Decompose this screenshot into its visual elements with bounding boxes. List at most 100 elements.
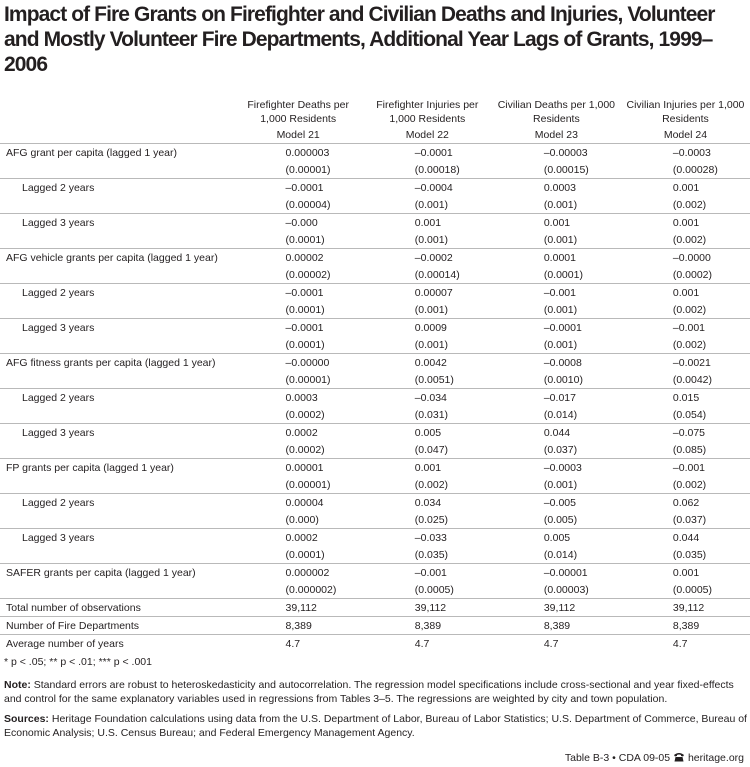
note-label: Note:	[4, 679, 31, 691]
sources-text: Heritage Foundation calculations using d…	[4, 713, 747, 739]
standard-error: (0.085)	[672, 443, 707, 456]
summary-row: Total number of observations 39,112 39,112…	[0, 598, 750, 617]
coefficient: –0.034	[362, 388, 492, 406]
coefficient: 0.005	[362, 423, 492, 441]
se-row: (0.00001) (0.0051) (0.0010) (0.0042)	[0, 371, 750, 389]
row-label-blank	[0, 266, 234, 284]
coefficient: 0.005	[491, 528, 621, 546]
coefficient: 0.0003	[491, 178, 621, 196]
row-label-blank	[0, 406, 234, 424]
row-label: Lagged 2 years	[0, 178, 234, 196]
coef-row: Lagged 3 years –0.0001 0.0009 –0.0001 –0.001	[0, 318, 750, 336]
coefficient: 0.001	[362, 458, 492, 476]
se-row: (0.0002) (0.047) (0.037) (0.085)	[0, 441, 750, 459]
coef-row: Lagged 2 years –0.0001 0.00007 –0.001 0.001	[0, 283, 750, 301]
coefficient: –0.00001	[491, 563, 621, 581]
model-header: Model 22	[362, 126, 492, 144]
standard-error: (0.0001)	[285, 338, 325, 351]
row-label: Total number of observations	[0, 598, 234, 617]
standard-error: (0.0005)	[672, 583, 713, 596]
standard-error: (0.025)	[414, 513, 449, 526]
header-row: Firefighter Deaths per 1,000 Residents Fi…	[0, 96, 750, 126]
standard-error: (0.031)	[414, 408, 449, 421]
footer: Table B-3 • CDA 09-05 heritage.org	[565, 752, 744, 764]
standard-error: (0.014)	[543, 548, 578, 561]
coefficient: –0.005	[491, 493, 621, 511]
coefficient: –0.0008	[491, 353, 621, 371]
row-label-blank	[0, 231, 234, 249]
standard-error: (0.0001)	[285, 548, 325, 561]
coefficient: 0.00007	[362, 283, 492, 301]
summary-value: 8,389	[491, 616, 621, 635]
standard-error: (0.001)	[543, 198, 578, 211]
coefficient: 0.0001	[491, 248, 621, 266]
coefficient: –0.075	[620, 423, 750, 441]
row-label: Lagged 3 years	[0, 423, 234, 441]
footer-site: heritage.org	[687, 752, 744, 764]
coefficient: 0.062	[620, 493, 750, 511]
se-row: (0.00002) (0.00014) (0.0001) (0.0002)	[0, 266, 750, 284]
standard-error: (0.001)	[543, 233, 578, 246]
standard-error: (0.00001)	[285, 373, 331, 386]
row-label-blank	[0, 196, 234, 214]
coef-row: Lagged 2 years 0.00004 0.034 –0.005 0.062	[0, 493, 750, 511]
summary-value: 39,112	[491, 598, 621, 617]
summary-row: Average number of years 4.7 4.7 4.7 4.7	[0, 634, 750, 652]
standard-error: (0.001)	[543, 338, 578, 351]
coefficient: –0.0021	[620, 353, 750, 371]
standard-error: (0.0010)	[543, 373, 583, 386]
coefficient: 0.015	[620, 388, 750, 406]
coefficient: –0.001	[491, 283, 621, 301]
standard-error: (0.002)	[672, 478, 707, 491]
standard-error: (0.0005)	[414, 583, 454, 596]
standard-error: (0.0051)	[414, 373, 454, 386]
title: Impact of Fire Grants on Firefighter and…	[4, 3, 715, 76]
se-row: (0.0001) (0.001) (0.001) (0.002)	[0, 231, 750, 249]
standard-error: (0.0002)	[285, 443, 325, 456]
coefficient: 0.044	[620, 528, 750, 546]
coefficient: 0.00004	[233, 493, 363, 511]
column-header: Firefighter Deaths per 1,000 Residents	[247, 99, 349, 125]
standard-error: (0.00002)	[285, 268, 331, 281]
coefficient: 0.044	[491, 423, 621, 441]
coefficient: 0.001	[362, 213, 492, 231]
standard-error: (0.001)	[414, 198, 449, 211]
standard-error: (0.0001)	[543, 268, 583, 281]
row-label: Average number of years	[0, 634, 234, 652]
row-label-blank	[0, 546, 234, 564]
se-row: (0.00001) (0.002) (0.001) (0.002)	[0, 476, 750, 494]
coef-row: Lagged 2 years 0.0003 –0.034 –0.017 0.015	[0, 388, 750, 406]
coefficient: –0.000	[233, 213, 363, 231]
row-label: Lagged 3 years	[0, 213, 234, 231]
standard-error: (0.00004)	[285, 198, 331, 211]
coefficient: –0.0001	[233, 318, 363, 336]
standard-error: (0.001)	[414, 303, 449, 316]
coef-row: Lagged 3 years 0.0002 –0.033 0.005 0.044	[0, 528, 750, 546]
coefficient: 0.001	[620, 283, 750, 301]
standard-error: (0.002)	[672, 303, 707, 316]
summary-value: 4.7	[491, 634, 621, 652]
coefficient: –0.00003	[543, 146, 588, 159]
summary-value: 8,389	[233, 616, 363, 635]
coefficient: –0.0002	[362, 248, 492, 266]
column-header: Civilian Injuries per 1,000 Residents	[626, 99, 745, 125]
se-row: (0.0001) (0.001) (0.001) (0.002)	[0, 336, 750, 354]
summary-value: 39,112	[620, 598, 750, 617]
row-label: Lagged 2 years	[0, 388, 234, 406]
coefficient: –0.001	[620, 458, 750, 476]
row-label-blank	[0, 301, 234, 319]
standard-error: (0.001)	[414, 233, 449, 246]
standard-error: (0.0002)	[285, 408, 325, 421]
standard-error: (0.000002)	[285, 583, 337, 596]
coef-row: Lagged 3 years 0.0002 0.005 0.044 –0.075	[0, 423, 750, 441]
coefficient: 0.0003	[233, 388, 363, 406]
header-blank	[0, 126, 234, 144]
phone-icon	[674, 753, 685, 762]
coef-row: AFG grant per capita (lagged 1 year) 0.00…	[0, 144, 750, 162]
coefficient: –0.0003	[672, 146, 711, 159]
summary-value: 8,389	[362, 616, 492, 635]
summary-row: Number of Fire Departments 8,389 8,389 8,38…	[0, 616, 750, 635]
summary-value: 39,112	[362, 598, 492, 617]
footer-id: Table B-3 • CDA 09-05	[564, 752, 671, 764]
